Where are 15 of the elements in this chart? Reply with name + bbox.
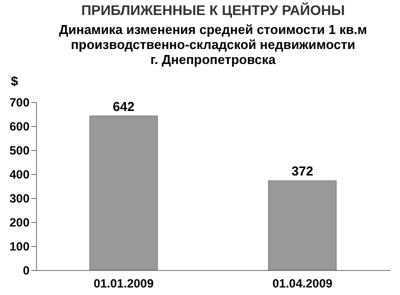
x-tick-label: 01.04.2009 [272, 276, 333, 290]
y-tick-label: 200 [9, 216, 30, 230]
y-tick-label: 700 [9, 96, 30, 110]
y-axis-title: $ [10, 74, 19, 88]
x-tick-label: 01.01.2009 [94, 276, 154, 290]
data-label: 372 [292, 164, 314, 179]
chart-subtitle: Динамика изменения средней стоимости 1 кв.м производственно-складской недвижимости г. Днепропетровска [58, 22, 368, 67]
y-tick-label: 0 [22, 264, 30, 278]
chart-title: ПРИБЛИЖЕННЫЕ К ЦЕНТРУ РАЙОНЫ [81, 2, 345, 18]
y-tick-label: 400 [9, 168, 30, 182]
y-tick-label: 300 [9, 192, 30, 206]
data-label: 642 [112, 98, 134, 114]
y-tick-label: 500 [9, 144, 30, 158]
y-tick-label: 100 [9, 240, 30, 254]
y-tick-label: 600 [9, 120, 30, 134]
